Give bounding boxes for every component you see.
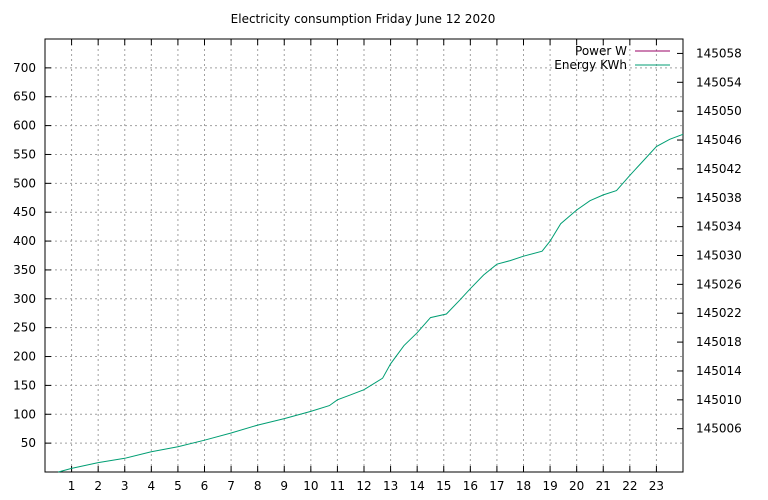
y-tick-label: 250 [13, 321, 36, 335]
y2-tick-label: 145034 [696, 220, 742, 234]
x-tick-label: 4 [148, 479, 156, 493]
x-tick-label: 18 [516, 479, 531, 493]
y2-tick-label: 145038 [696, 191, 742, 205]
y2-tick-label: 145042 [696, 162, 742, 176]
y-tick-label: 300 [13, 292, 36, 306]
grid-lines [45, 39, 683, 472]
x-tick-label: 14 [410, 479, 425, 493]
x-tick-label: 6 [201, 479, 209, 493]
legend: Power W Energy KWh [554, 44, 670, 72]
y2-tick-label: 145014 [696, 364, 742, 378]
y2-tick-label: 145058 [696, 46, 742, 60]
y-tick-label: 500 [13, 176, 36, 190]
y-tick-label: 200 [13, 350, 36, 364]
x-tick-label: 23 [649, 479, 664, 493]
legend-label-power: Power W [575, 44, 627, 58]
x-tick-label: 11 [330, 479, 345, 493]
x-tick-label: 7 [227, 479, 235, 493]
y-tick-label: 50 [21, 436, 36, 450]
x-tick-label: 8 [254, 479, 262, 493]
y2-tick-label: 145050 [696, 104, 742, 118]
y2-tick-label: 145054 [696, 75, 742, 89]
x-tick-label: 3 [121, 479, 129, 493]
x-tick-label: 13 [383, 479, 398, 493]
y2-tick-label: 145046 [696, 133, 742, 147]
y2-tick-label: 145030 [696, 249, 742, 263]
y2-tick-label: 145010 [696, 393, 742, 407]
y2-tick-label: 145022 [696, 306, 742, 320]
y-tick-label: 400 [13, 234, 36, 248]
y-tick-label: 550 [13, 147, 36, 161]
y-tick-label: 150 [13, 378, 36, 392]
x-tick-label: 5 [174, 479, 182, 493]
y2-tick-label: 145006 [696, 422, 742, 436]
x-tick-label: 21 [596, 479, 611, 493]
y-tick-label: 450 [13, 205, 36, 219]
x-tick-label: 9 [280, 479, 288, 493]
y-tick-label: 100 [13, 407, 36, 421]
x-tick-label: 15 [436, 479, 451, 493]
y-axis-right: 145006 145010 145014 145018 145022 145026 1450… [677, 46, 742, 436]
x-tick-label: 1 [68, 479, 76, 493]
chart-title: Electricity consumption Friday June 12 2… [231, 12, 496, 26]
x-tick-label: 19 [542, 479, 557, 493]
x-tick-label: 17 [489, 479, 504, 493]
x-tick-label: 2 [94, 479, 102, 493]
x-tick-label: 22 [622, 479, 637, 493]
x-axis: 1 2 3 4 5 6 7 8 9 10 11 12 13 14 15 16 17 18 19 20 21 22 23 [68, 39, 664, 493]
y2-tick-label: 145026 [696, 277, 742, 291]
y2-tick-label: 145018 [696, 335, 742, 349]
x-tick-label: 20 [569, 479, 584, 493]
x-tick-label: 10 [303, 479, 318, 493]
x-tick-label: 12 [356, 479, 371, 493]
x-tick-label: 16 [463, 479, 478, 493]
y-tick-label: 600 [13, 119, 36, 133]
legend-label-energy: Energy KWh [554, 58, 627, 72]
y-axis-left: 50 100 150 200 250 300 350 400 450 500 550 600 650 70… [13, 61, 51, 450]
y-tick-label: 650 [13, 90, 36, 104]
series-line-1 [58, 133, 684, 473]
y-tick-label: 350 [13, 263, 36, 277]
y-tick-label: 700 [13, 61, 36, 75]
series-lines [58, 133, 684, 473]
